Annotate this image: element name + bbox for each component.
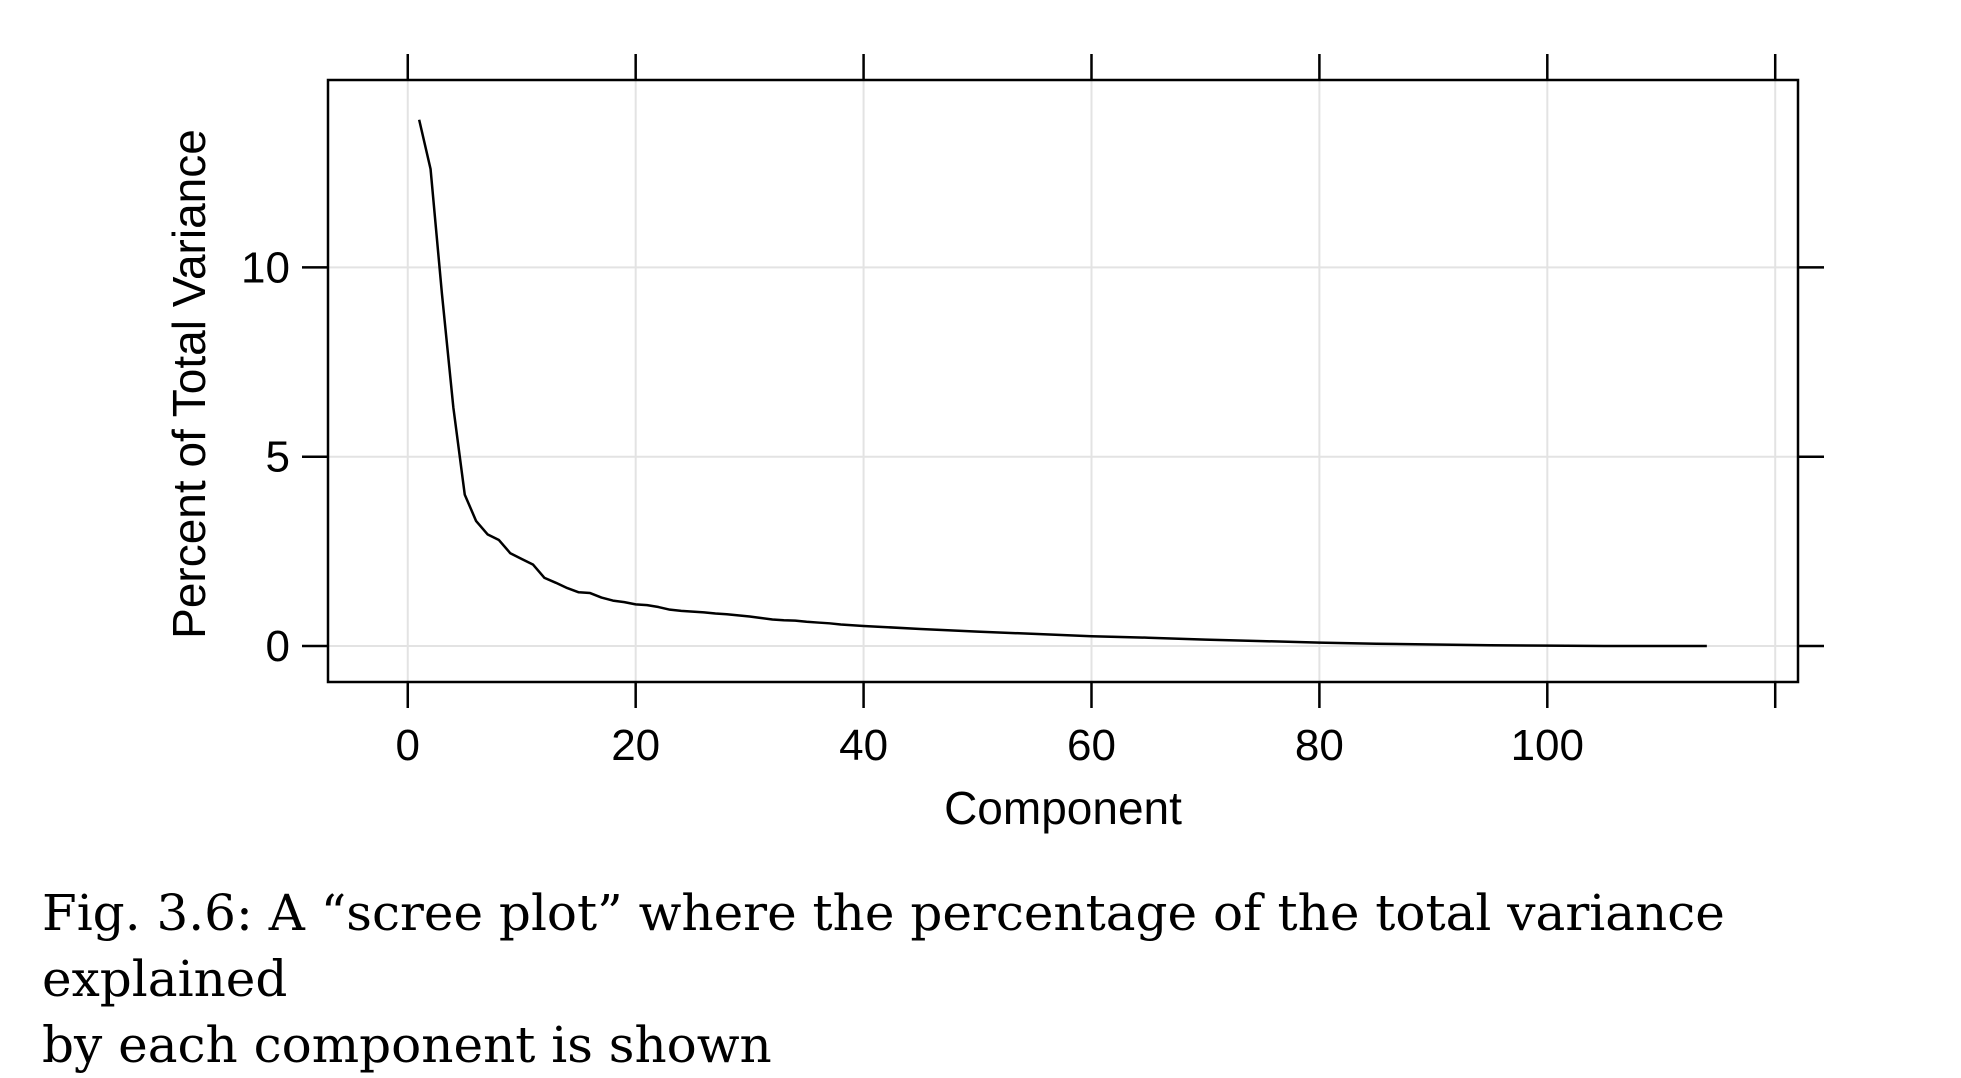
caption-line-1: Fig. 3.6: A “scree plot” where the perce… xyxy=(42,884,1725,1008)
grid-lines xyxy=(328,80,1798,682)
y-tick-label: 10 xyxy=(241,243,290,292)
x-tick-label: 20 xyxy=(611,721,660,770)
x-tick-label: 0 xyxy=(396,721,420,770)
y-tick-label: 5 xyxy=(266,433,290,482)
caption-line-2: by each component is shown xyxy=(42,1016,772,1074)
scree-plot: 0 20 40 60 80 100 0 5 10 Component Percent of To… xyxy=(163,54,1824,834)
axis-ticks xyxy=(302,54,1824,708)
plot-frame xyxy=(326,78,1800,684)
x-tick-label: 60 xyxy=(1067,721,1116,770)
y-axis-title: Percent of Total Variance xyxy=(163,129,215,639)
x-axis-title: Component xyxy=(944,782,1182,834)
variance-line xyxy=(417,119,1707,648)
x-tick-label: 40 xyxy=(839,721,888,770)
tick-labels: 0 20 40 60 80 100 0 5 10 xyxy=(241,243,1584,770)
x-tick-label: 100 xyxy=(1511,721,1584,770)
y-tick-label: 0 xyxy=(266,622,290,671)
figure-caption: Fig. 3.6: A “scree plot” where the perce… xyxy=(42,880,1942,1078)
x-tick-label: 80 xyxy=(1295,721,1344,770)
